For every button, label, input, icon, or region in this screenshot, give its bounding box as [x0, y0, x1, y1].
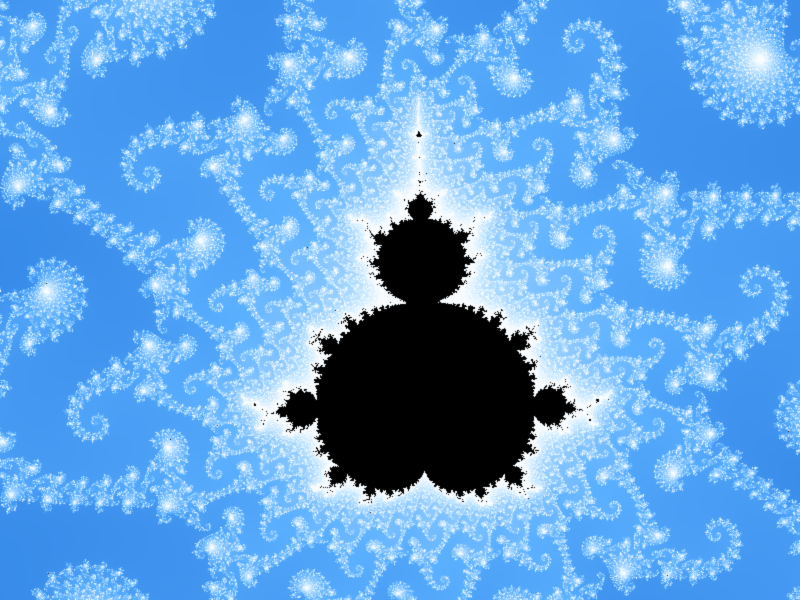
fractal-frame	[0, 0, 800, 600]
fractal-image	[0, 0, 800, 600]
